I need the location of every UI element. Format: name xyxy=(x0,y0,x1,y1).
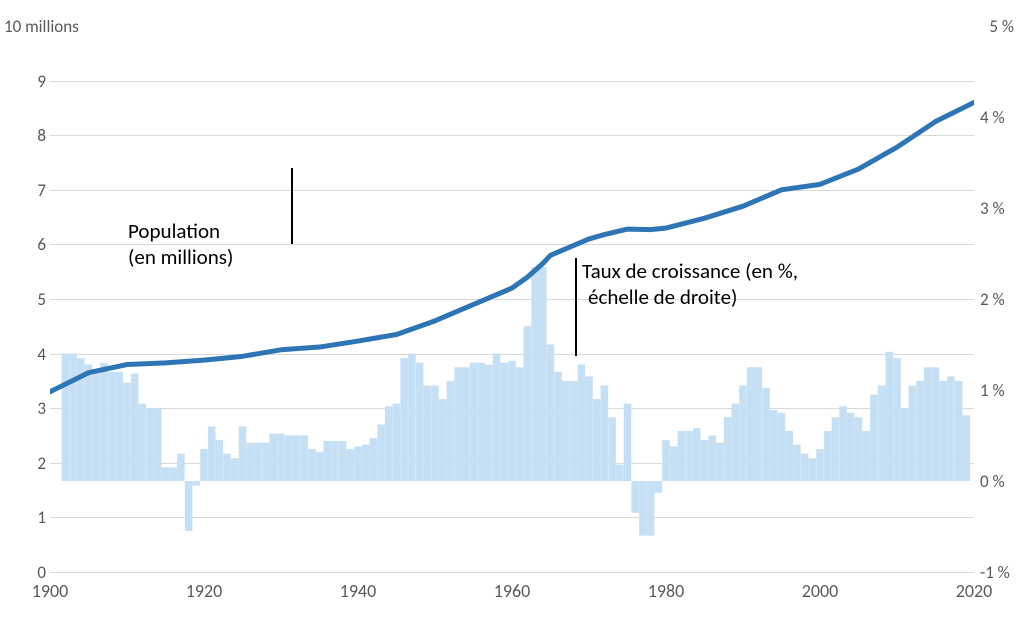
population-annotation: Population (en millions) xyxy=(128,218,233,271)
x-tick-label: 2020 xyxy=(949,580,999,602)
growth-rate-bars xyxy=(50,26,974,572)
left-tick-label: 4 xyxy=(2,344,46,365)
x-tick-label: 2000 xyxy=(795,580,845,602)
left-tick-label: 6 xyxy=(2,234,46,255)
right-axis-title: 5 % xyxy=(989,16,1014,37)
right-tick-label: 2 % xyxy=(980,289,1022,310)
population-label-line1: Population xyxy=(128,218,220,244)
population-growth-chart: 10 millions 5 % 0123456789 -1 %0 %1 %2 %… xyxy=(0,0,1024,640)
growth-label-line1: Taux de croissance (en %, xyxy=(582,258,798,284)
x-tick-label: 1900 xyxy=(25,580,75,602)
plot-area xyxy=(50,26,974,573)
left-tick-label: 3 xyxy=(2,398,46,419)
right-tick-label: 0 % xyxy=(980,471,1022,492)
growth-label-line2: échelle de droite) xyxy=(582,284,737,310)
growth-annotation: Taux de croissance (en %, échelle de dro… xyxy=(582,258,798,311)
right-tick-label: 1 % xyxy=(980,380,1022,401)
left-tick-label: 1 xyxy=(2,507,46,528)
right-tick-label: 4 % xyxy=(980,107,1022,128)
right-tick-label: 3 % xyxy=(980,198,1022,219)
left-tick-label: 9 xyxy=(2,71,46,92)
left-tick-label: 2 xyxy=(2,453,46,474)
population-annotation-marker xyxy=(291,168,293,244)
growth-annotation-marker xyxy=(575,258,577,356)
x-tick-label: 1960 xyxy=(487,580,537,602)
x-tick-label: 1940 xyxy=(333,580,383,602)
left-tick-label: 7 xyxy=(2,180,46,201)
x-tick-label: 1980 xyxy=(641,580,691,602)
left-tick-label: 8 xyxy=(2,125,46,146)
left-tick-label: 5 xyxy=(2,289,46,310)
x-tick-label: 1920 xyxy=(179,580,229,602)
population-label-line2: (en millions) xyxy=(128,244,233,270)
